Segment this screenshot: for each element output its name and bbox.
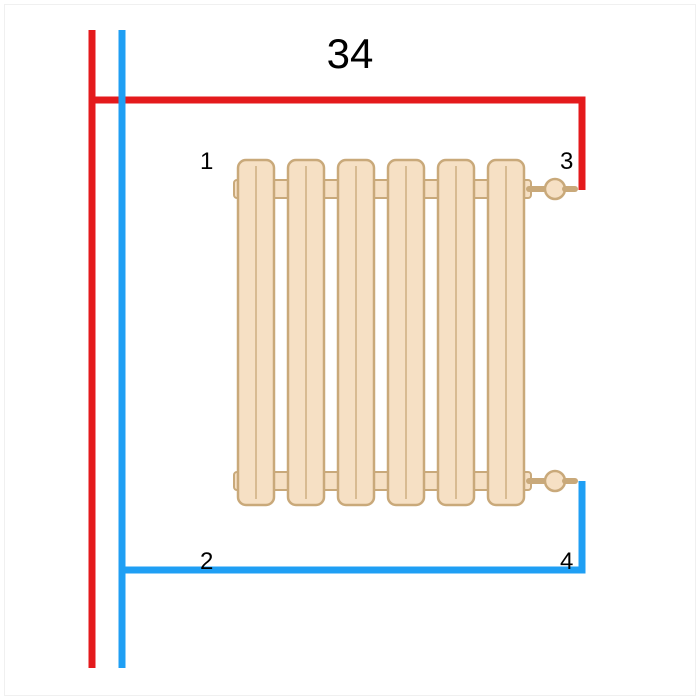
radiator-valve-bottom: [529, 471, 575, 491]
port-label-2: 2: [200, 548, 213, 576]
radiator-valve-top: [529, 179, 575, 199]
diagram-canvas: 34 1 2 3 4: [0, 0, 700, 700]
radiator-manifold-bottom: [234, 472, 531, 490]
port-label-3: 3: [560, 148, 573, 176]
port-label-1: 1: [200, 148, 213, 176]
port-label-4: 4: [560, 548, 573, 576]
radiator: [234, 160, 575, 505]
diagram-svg: [0, 0, 700, 700]
radiator-manifold-top: [234, 180, 531, 198]
